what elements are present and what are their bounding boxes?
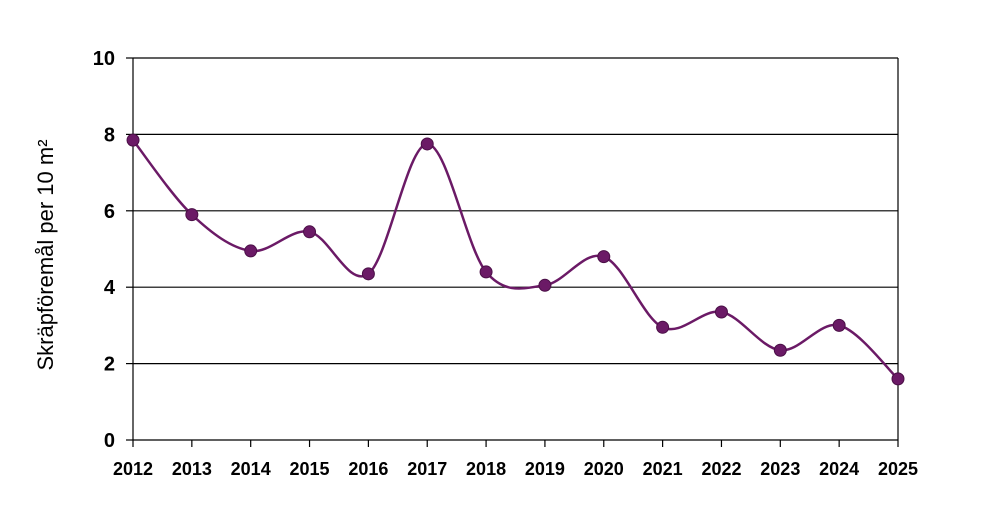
- x-tick-label: 2012: [113, 459, 153, 479]
- axes: [126, 57, 899, 447]
- data-point-2022: [714, 305, 728, 319]
- y-tick-label: 10: [93, 48, 115, 70]
- data-point-2015: [303, 225, 317, 239]
- y-tick-label: 6: [104, 201, 115, 223]
- y-axis-label: Skräpföremål per 10 m²: [33, 139, 58, 370]
- x-tick-label: 2021: [643, 459, 683, 479]
- x-tick-label: 2018: [466, 459, 506, 479]
- x-tick-label: 2024: [819, 459, 859, 479]
- y-tick-label: 8: [104, 124, 115, 146]
- data-point-2014: [244, 244, 258, 258]
- data-point-2019: [538, 278, 552, 292]
- data-point-2025: [891, 372, 905, 386]
- data-point-2023: [773, 343, 787, 357]
- data-points: [126, 133, 905, 386]
- x-tick-label: 2015: [290, 459, 330, 479]
- grid-lines: [133, 57, 898, 365]
- x-tick-label: 2022: [701, 459, 741, 479]
- data-point-2018: [479, 265, 493, 279]
- x-tick-label: 2023: [760, 459, 800, 479]
- x-tick-label: 2025: [878, 459, 918, 479]
- data-point-2013: [185, 208, 199, 222]
- y-tick-label: 0: [104, 430, 115, 452]
- x-tick-label: 2019: [525, 459, 565, 479]
- y-tick-label: 2: [104, 354, 115, 376]
- x-tick-label: 2014: [231, 459, 271, 479]
- y-tick-labels: 0 2 4 6 8 10: [93, 48, 116, 452]
- y-tick-label: 4: [104, 277, 116, 299]
- data-point-2024: [832, 318, 846, 332]
- data-point-2021: [656, 320, 670, 334]
- data-point-2016: [361, 267, 375, 281]
- x-tick-label: 2017: [407, 459, 447, 479]
- data-point-2012: [126, 133, 140, 147]
- data-point-2020: [597, 250, 611, 264]
- data-point-2017: [420, 137, 434, 151]
- x-tick-labels: 2012 2013 2014 2015 2016 2017 2018 2019 2020 2021…: [113, 459, 918, 479]
- series-line: [132, 139, 899, 380]
- x-tick-label: 2020: [584, 459, 624, 479]
- x-tick-label: 2013: [172, 459, 212, 479]
- x-tick-label: 2016: [348, 459, 388, 479]
